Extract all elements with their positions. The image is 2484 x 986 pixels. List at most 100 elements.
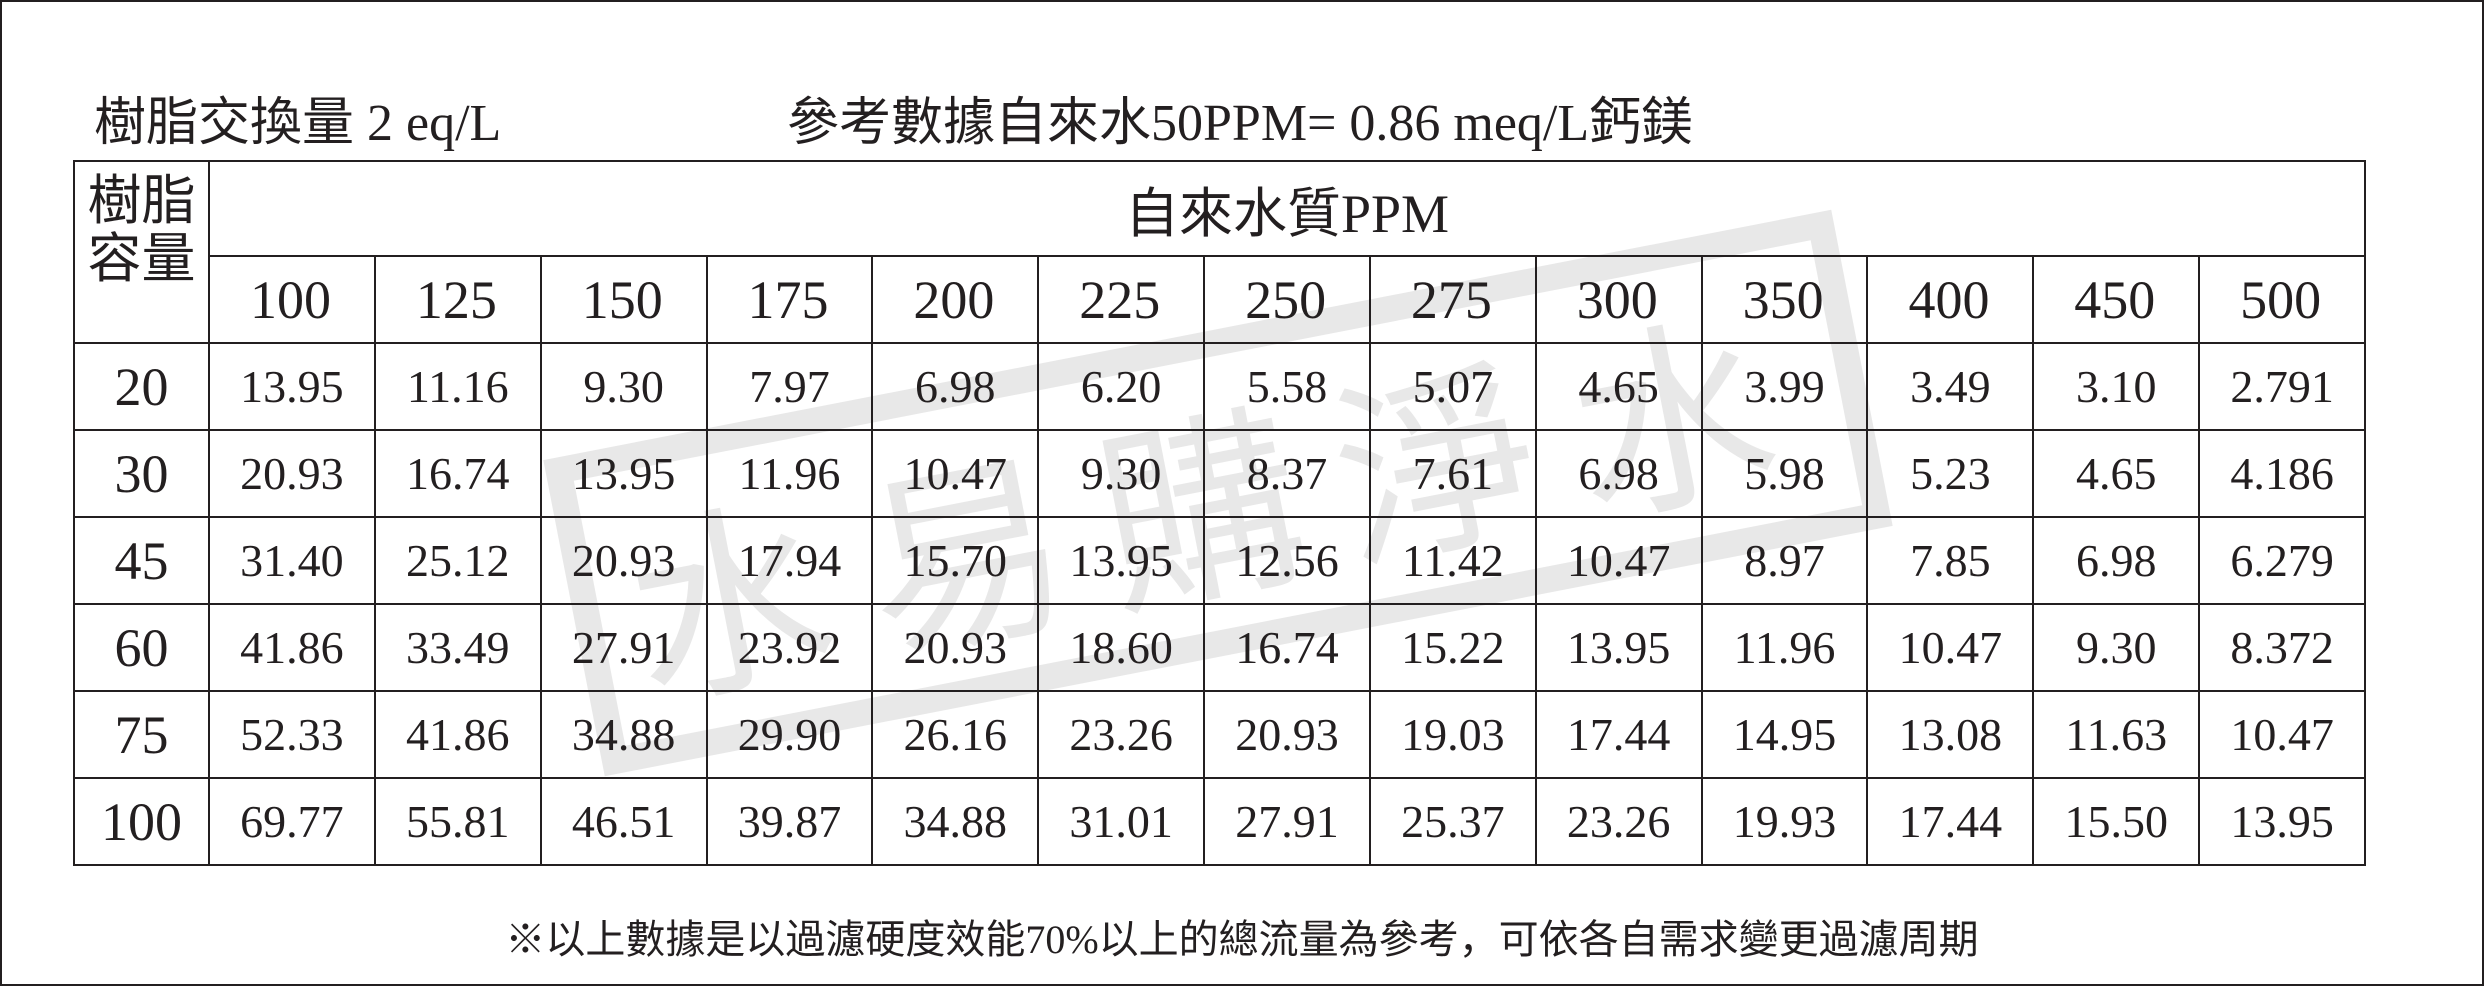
cell: 13.08 (1866, 690, 2035, 779)
data-row: 75 52.33 41.86 34.88 29.90 26.16 23.26 20.93 19.… (73, 690, 2366, 779)
cell: 3.10 (2032, 342, 2201, 431)
cell: 11.16 (373, 342, 542, 431)
cell: 17.44 (1534, 690, 1703, 779)
row-header: 30 (73, 429, 210, 518)
cell: 27.91 (1203, 777, 1371, 866)
cell: 15.70 (871, 516, 1040, 605)
cell: 8.37 (1203, 429, 1371, 518)
cell: 8.97 (1700, 516, 1869, 605)
cell: 29.90 (705, 690, 874, 779)
column-row: 100 125 150 175 200 225 250 275 300 350 400 450 500 (74, 255, 2366, 344)
column-header: 275 (1368, 255, 1537, 344)
cell: 69.77 (208, 777, 376, 866)
data-row: 20 13.95 11.16 9.30 7.97 6.98 6.20 5.58 5.07 4.65… (73, 342, 2366, 431)
cell: 5.07 (1368, 342, 1537, 431)
data-row: 45 31.40 25.12 20.93 17.94 15.70 13.95 12.56 11.… (73, 516, 2366, 605)
cell: 5.98 (1700, 429, 1869, 518)
cell: 17.44 (1866, 777, 2035, 866)
cell: 6.98 (2032, 516, 2201, 605)
cell: 46.51 (539, 777, 708, 866)
cell: 13.95 (1037, 516, 1206, 605)
cell: 27.91 (539, 603, 708, 692)
data-row: 100 69.77 55.81 46.51 39.87 34.88 31.01 27.91 25… (73, 777, 2366, 866)
cell: 23.26 (1534, 777, 1703, 866)
cell: 16.74 (373, 429, 542, 518)
cell: 4.186 (2198, 429, 2366, 518)
row-header: 45 (73, 516, 210, 605)
data-row: 30 20.93 16.74 13.95 11.96 10.47 9.30 8.37 7.61 6… (73, 429, 2366, 518)
cell: 23.92 (705, 603, 874, 692)
cell: 7.85 (1866, 516, 2035, 605)
cell: 8.372 (2198, 603, 2366, 692)
cell: 34.88 (539, 690, 708, 779)
cell: 14.95 (1700, 690, 1869, 779)
cell: 20.93 (871, 603, 1040, 692)
column-header: 450 (2032, 255, 2201, 344)
header-right: 參考數據自來水50PPM= 0.86 meq/L鈣鎂 (787, 95, 1694, 152)
cell: 3.99 (1700, 342, 1869, 431)
cell: 13.95 (208, 342, 376, 431)
cell: 5.58 (1203, 342, 1371, 431)
cell: 52.33 (208, 690, 376, 779)
cell: 12.56 (1203, 516, 1371, 605)
cell: 19.93 (1700, 777, 1869, 866)
corner-header: 樹脂容量 (73, 160, 210, 344)
cell: 11.96 (705, 429, 874, 518)
cell: 11.63 (2032, 690, 2201, 779)
cell: 10.47 (871, 429, 1040, 518)
cell: 9.30 (1037, 429, 1206, 518)
cell: 18.60 (1037, 603, 1206, 692)
cell: 6.98 (1534, 429, 1703, 518)
row-header: 100 (73, 777, 210, 866)
cell: 15.22 (1368, 603, 1537, 692)
cell: 20.93 (208, 429, 376, 518)
column-header: 350 (1700, 255, 1869, 344)
row-header: 60 (73, 603, 210, 692)
cell: 6.98 (871, 342, 1040, 431)
cell: 10.47 (1534, 516, 1703, 605)
row-header: 20 (73, 342, 210, 431)
cell: 25.12 (373, 516, 542, 605)
cell: 20.93 (1203, 690, 1371, 779)
column-header: 300 (1534, 255, 1703, 344)
cell: 34.88 (871, 777, 1040, 866)
column-header: 225 (1037, 255, 1206, 344)
cell: 25.37 (1368, 777, 1537, 866)
cell: 5.23 (1866, 429, 2035, 518)
cell: 3.49 (1866, 342, 2035, 431)
data-row: 60 41.86 33.49 27.91 23.92 20.93 18.60 16.74 15.… (73, 603, 2366, 692)
cell: 31.40 (208, 516, 376, 605)
column-header: 400 (1866, 255, 2035, 344)
cell: 6.20 (1037, 342, 1206, 431)
column-header: 200 (871, 255, 1040, 344)
cell: 13.95 (539, 429, 708, 518)
cell: 55.81 (373, 777, 542, 866)
cell: 16.74 (1203, 603, 1371, 692)
cell: 10.47 (2198, 690, 2366, 779)
row-header: 75 (73, 690, 210, 779)
cell: 19.03 (1368, 690, 1537, 779)
cell: 6.279 (2198, 516, 2366, 605)
cell: 7.61 (1368, 429, 1537, 518)
column-header: 500 (2198, 255, 2366, 344)
cell: 23.26 (1037, 690, 1206, 779)
cell: 20.93 (539, 516, 708, 605)
cell: 33.49 (373, 603, 542, 692)
cell: 9.30 (2032, 603, 2201, 692)
capacity-table: 樹脂容量 自來水質PPM 100 125 150 175 200 225 250 275 300… (73, 160, 2366, 866)
cell: 13.95 (1534, 603, 1703, 692)
cell: 13.95 (2198, 777, 2366, 866)
column-header: 125 (373, 255, 542, 344)
cell: 17.94 (705, 516, 874, 605)
cell: 10.47 (1866, 603, 2035, 692)
cell: 11.42 (1368, 516, 1537, 605)
header-left: 樹脂交換量 2 eq/L (94, 95, 502, 152)
cell: 11.96 (1700, 603, 1869, 692)
cell: 9.30 (539, 342, 708, 431)
cell: 7.97 (705, 342, 874, 431)
cell: 41.86 (373, 690, 542, 779)
cell: 31.01 (1037, 777, 1206, 866)
cell: 4.65 (1534, 342, 1703, 431)
cell: 41.86 (208, 603, 376, 692)
